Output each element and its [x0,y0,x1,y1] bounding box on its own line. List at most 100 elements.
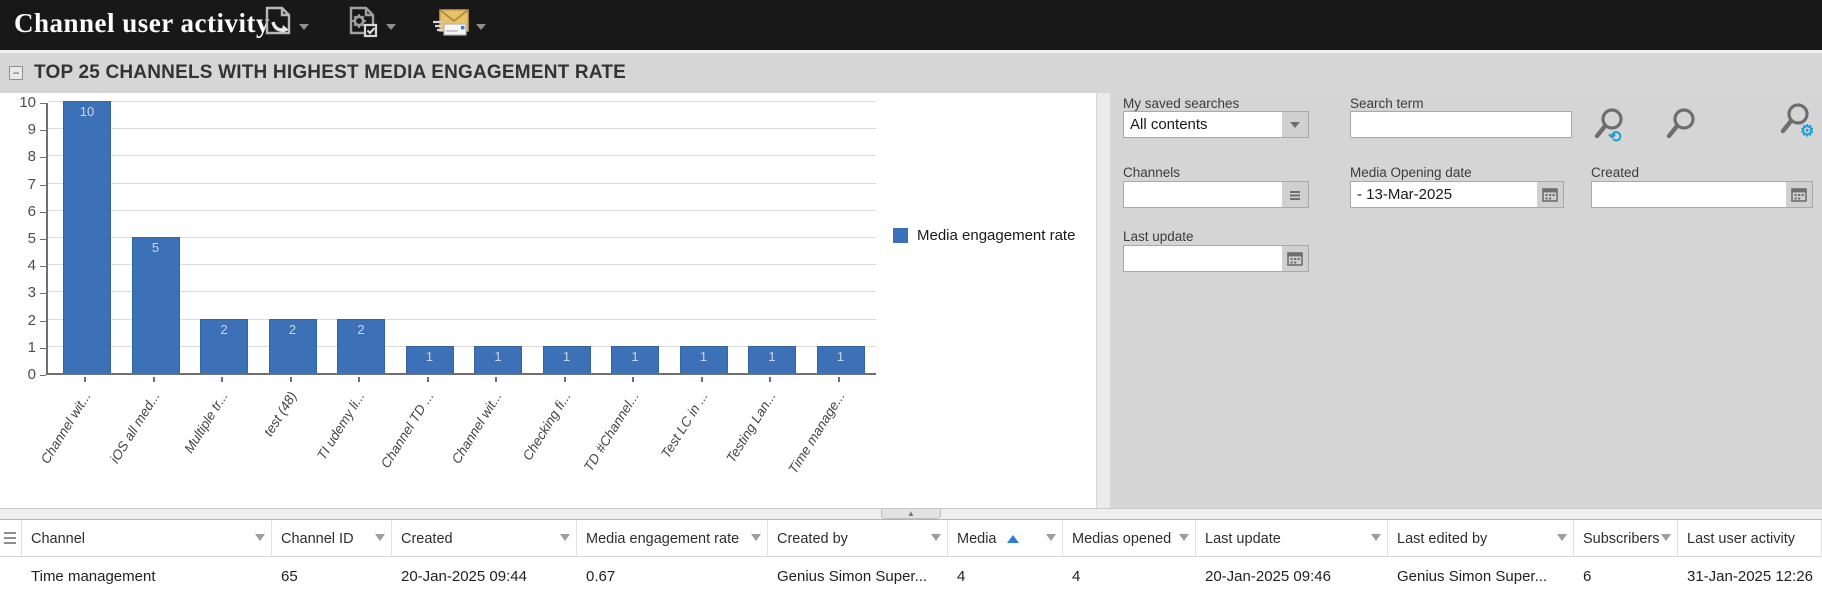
column-filter-icon[interactable] [255,534,265,541]
bar-value-label: 1 [699,348,708,364]
cell-last-update: 20-Jan-2025 09:46 [1205,568,1331,585]
gridline [48,155,876,157]
media-opening-date-input[interactable] [1350,181,1538,208]
x-axis-tick [289,377,292,382]
column-header-channel[interactable]: Channel [22,520,272,557]
y-axis-tick [40,375,46,376]
column-filter-icon[interactable] [931,534,941,541]
bar-value-label: 1 [494,348,502,364]
column-filter-icon[interactable] [1557,534,1567,541]
gear-icon: ⚙ [1800,123,1815,140]
bar[interactable]: 2 [268,318,317,373]
bar[interactable]: 2 [337,318,385,373]
column-header-medias-opened[interactable]: Medias opened [1063,520,1196,557]
column-header-last-update[interactable]: Last update [1196,520,1388,557]
column-label: Media [957,530,997,547]
bar[interactable]: 5 [131,237,180,373]
last-update-input[interactable] [1123,245,1283,272]
x-axis-tick [84,377,86,382]
send-mail-button[interactable] [432,6,486,44]
column-label: Media engagement rate [586,530,740,547]
x-axis-tick [769,377,771,382]
legend-swatch [893,228,908,243]
advanced-search-button[interactable]: ⚙ [1774,101,1818,145]
y-axis-tick-label: 1 [27,338,36,356]
channels-label: Channels [1123,165,1181,180]
saved-searches-label: My saved searches [1123,96,1240,111]
y-axis-tick [40,184,46,186]
gridline [48,345,876,347]
column-header-last-user-activity[interactable]: Last user activity [1678,520,1822,557]
bar-value-label: 1 [425,348,434,364]
report-settings-button[interactable] [348,6,396,44]
column-filter-icon[interactable] [375,534,385,541]
column-filter-icon[interactable] [1179,534,1189,541]
column-label: Last update [1205,530,1281,547]
bar[interactable]: 1 [679,345,728,373]
cell-channel: Time management [31,568,156,585]
splitter-grip[interactable]: ▲ [881,509,941,519]
column-label: Channel ID [281,530,354,547]
bar[interactable]: 1 [611,345,659,373]
column-label: Subscribers [1583,530,1660,547]
bar[interactable]: 1 [474,345,522,373]
column-header-last-edited-by[interactable]: Last edited by [1388,520,1574,557]
created-calendar-button[interactable] [1786,181,1813,208]
column-header-media[interactable]: Media [948,520,1063,557]
created-input[interactable] [1591,181,1787,208]
chart-legend: Media engagement rate [893,227,1075,244]
cell-channel-id: 65 [281,568,298,585]
gridline [48,182,876,184]
column-header-media-engagement-rate[interactable]: Media engagement rate [577,520,768,557]
reset-search-button[interactable]: ⟲ [1592,105,1636,149]
bar[interactable]: 1 [748,345,796,373]
collapse-section-icon[interactable]: − [9,66,23,80]
column-header-channel-id[interactable]: Channel ID [272,520,392,557]
bar[interactable]: 1 [405,345,454,373]
last-update-calendar-button[interactable] [1282,245,1309,272]
media-opening-date-calendar-button[interactable] [1537,181,1564,208]
bar[interactable]: 10 [63,101,111,373]
table-menu-icon[interactable] [0,520,22,556]
saved-searches-select[interactable] [1123,111,1283,138]
column-filter-icon[interactable] [1661,534,1671,541]
channels-input[interactable] [1123,181,1283,208]
column-filter-icon[interactable] [1371,534,1381,541]
column-header-created[interactable]: Created [392,520,577,557]
channels-picker-button[interactable] [1282,181,1309,208]
column-label: Created by [777,530,848,547]
cell-last-edited-by: Genius Simon Super... [1397,568,1548,585]
bar[interactable]: 1 [542,345,591,373]
column-filter-icon[interactable] [560,534,570,541]
saved-searches-dropdown-button[interactable] [1282,111,1309,138]
y-axis-tick-label: 2 [27,311,36,329]
search-term-input[interactable] [1350,111,1572,138]
y-axis-tick [40,239,46,240]
column-header-subscribers[interactable]: Subscribers [1574,520,1678,557]
chevron-down-icon [299,24,309,30]
x-axis-tick [221,377,223,382]
bar-value-label: 2 [288,321,297,337]
x-axis-tick [426,377,429,382]
cell-medias-opened: 4 [1072,568,1081,585]
bar[interactable]: 1 [816,345,865,373]
search-button[interactable] [1662,105,1706,149]
top-toolbar: Channel user activity [0,0,1822,50]
toolbar-separator [0,50,1822,53]
column-filter-icon[interactable] [751,534,761,541]
column-label: Created [401,530,453,547]
table-row[interactable]: Time management 65 20-Jan-2025 09:44 0.67 Ge… [0,557,1822,596]
y-axis-tick [40,211,46,213]
section-title: TOP 25 CHANNELS WITH HIGHEST MEDIA ENGAG… [34,62,627,83]
gridline [48,209,876,211]
bar[interactable]: 2 [200,318,248,373]
last-update-label: Last update [1123,229,1194,244]
chart-scrollbar[interactable] [1096,93,1110,508]
y-axis-tick [40,130,46,132]
chart-table-splitter[interactable]: ▲ [0,508,1822,520]
export-document-button[interactable] [263,6,309,44]
legend-label: Media engagement rate [917,227,1076,244]
column-header-created-by[interactable]: Created by [768,520,948,557]
column-label: Channel [31,530,86,547]
column-filter-icon[interactable] [1046,534,1056,541]
